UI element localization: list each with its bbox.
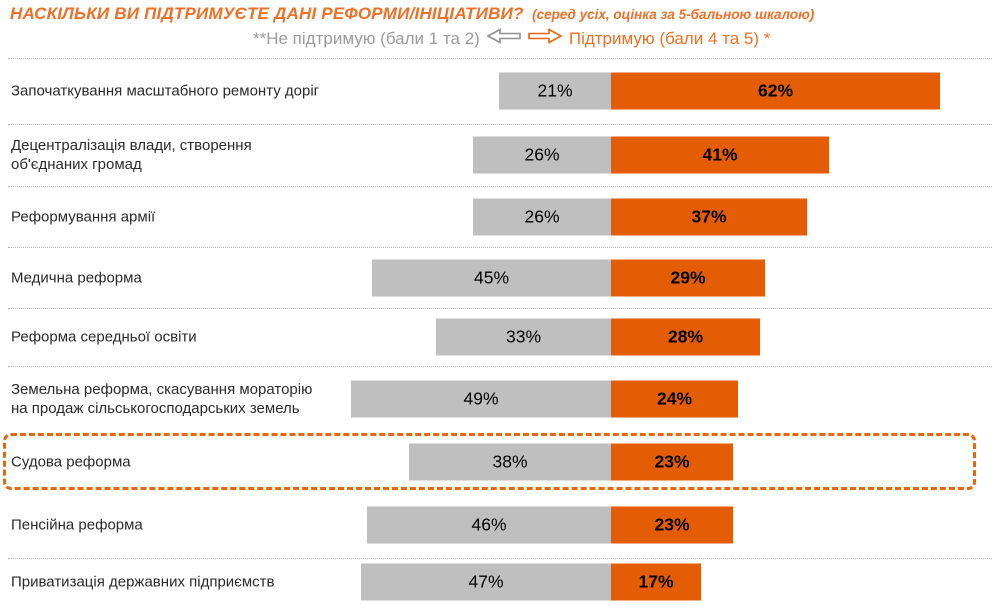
oppose-value: 21% <box>537 80 573 101</box>
category-label: Реформування армії <box>11 208 156 225</box>
support-bar: 24% <box>611 380 738 418</box>
chart-header: НАСКІЛЬКИ ВИ ПІДТРИМУЄТЕ ДАНІ РЕФОРМИ/ІН… <box>0 0 1000 58</box>
support-bar: 41% <box>611 136 829 174</box>
support-bar: 29% <box>611 259 765 296</box>
support-bar: 28% <box>611 318 760 356</box>
support-bar: 37% <box>611 198 807 235</box>
chart-row: Судова реформа 38% 23% <box>0 432 1000 492</box>
category-label: Децентралізація влади, створення об'єдна… <box>11 137 252 173</box>
oppose-bar: 21% <box>499 72 611 110</box>
support-value: 37% <box>691 206 727 226</box>
support-value: 41% <box>702 144 738 165</box>
oppose-bar: 26% <box>473 136 611 174</box>
category-label: Земельна реформа, скасування мораторію н… <box>11 381 313 417</box>
chart-title-note: (серед усіх, оцінка за 5-бальною шкалою) <box>532 7 815 22</box>
oppose-bar: 26% <box>473 198 611 235</box>
chart-row: Пенсійна реформа 46% 23% <box>0 492 1000 558</box>
legend-support-label: Підтримую (бали 4 та 5) * <box>568 28 771 48</box>
support-value: 29% <box>670 267 706 287</box>
block-arrow-left-icon <box>486 27 521 50</box>
chart-row: Приватизація державних підприємств 47% 1… <box>0 558 1000 605</box>
chart-row: Земельна реформа, скасування мораторію н… <box>0 366 1000 432</box>
chart-row: Реформування армії 26% 37% <box>0 186 1000 247</box>
oppose-bar: 45% <box>372 259 611 296</box>
support-bar: 23% <box>611 506 733 544</box>
oppose-bar: 46% <box>367 506 611 544</box>
support-value: 62% <box>757 80 794 101</box>
category-label: Реформа середньої освіти <box>11 328 197 346</box>
support-value: 24% <box>656 388 693 409</box>
chart-row: Медична реформа 45% 29% <box>0 247 1000 308</box>
chart-title: НАСКІЛЬКИ ВИ ПІДТРИМУЄТЕ ДАНІ РЕФОРМИ/ІН… <box>10 4 524 23</box>
oppose-bar: 47% <box>361 563 611 600</box>
oppose-value: 26% <box>524 144 560 165</box>
legend-oppose-label: **Не підтримую (бали 1 та 2) <box>253 28 480 48</box>
support-value: 23% <box>654 451 690 472</box>
support-value: 17% <box>638 571 674 591</box>
category-label: Медична реформа <box>11 269 142 286</box>
oppose-value: 49% <box>463 388 499 409</box>
oppose-value: 38% <box>492 451 528 472</box>
support-bar: 23% <box>611 443 733 481</box>
oppose-value: 26% <box>524 206 560 226</box>
support-bar: 62% <box>611 72 940 110</box>
chart-row: Децентралізація влади, створення об'єдна… <box>0 124 1000 186</box>
oppose-value: 46% <box>471 514 507 535</box>
support-value: 28% <box>667 326 704 347</box>
chart-legend: **Не підтримую (бали 1 та 2) Підтримую (… <box>253 27 1000 50</box>
oppose-bar: 49% <box>351 380 611 418</box>
oppose-bar: 38% <box>409 443 611 481</box>
chart-row: Започаткування масштабного ремонту доріг… <box>0 58 1000 124</box>
category-label: Започаткування масштабного ремонту доріг <box>11 82 320 100</box>
category-label: Пенсійна реформа <box>11 516 143 534</box>
oppose-value: 33% <box>505 326 542 347</box>
oppose-value: 45% <box>473 267 510 287</box>
category-label: Судова реформа <box>11 453 131 471</box>
oppose-value: 47% <box>468 571 504 591</box>
chart-title-line: НАСКІЛЬКИ ВИ ПІДТРИМУЄТЕ ДАНІ РЕФОРМИ/ІН… <box>0 0 1000 24</box>
block-arrow-right-icon <box>528 27 563 50</box>
chart-row: Реформа середньої освіти 33% 28% <box>0 308 1000 366</box>
category-label: Приватизація державних підприємств <box>11 573 275 590</box>
support-bar: 17% <box>611 563 701 600</box>
support-value: 23% <box>654 514 690 535</box>
oppose-bar: 33% <box>436 318 611 356</box>
chart-rows: Започаткування масштабного ремонту доріг… <box>0 58 1000 605</box>
